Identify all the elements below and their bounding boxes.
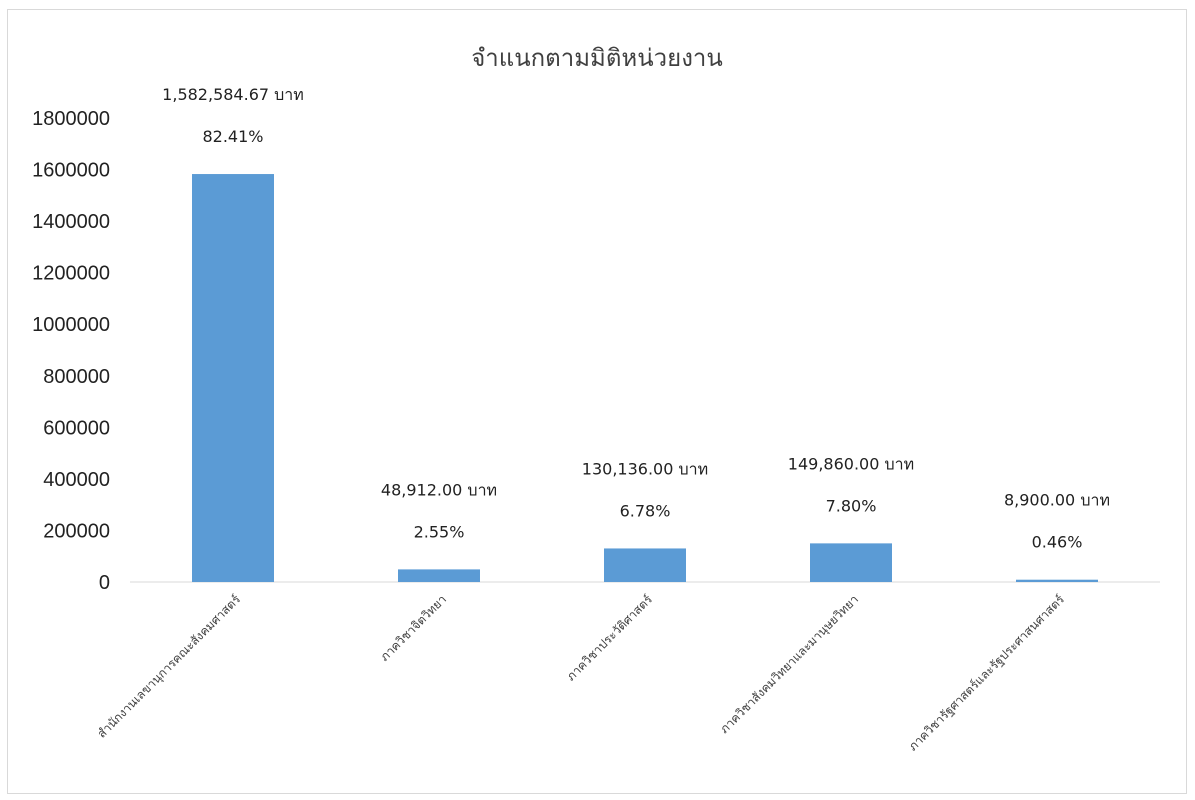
y-tick-label: 1800000 — [32, 108, 110, 130]
chart-title: จำแนกตามมิติหน่วยงาน — [471, 44, 723, 72]
y-tick-label: 1600000 — [32, 160, 110, 182]
y-tick-label: 1000000 — [32, 314, 110, 336]
data-label-amount: 1,582,584.67 บาท — [162, 85, 304, 104]
bar — [192, 174, 274, 582]
data-label-percent: 2.55% — [414, 522, 465, 541]
y-tick-label: 800000 — [43, 366, 110, 388]
bar — [398, 569, 480, 582]
data-label-amount: 130,136.00 บาท — [582, 459, 708, 478]
y-tick-label: 0 — [99, 572, 110, 594]
data-label-percent: 7.80% — [826, 496, 877, 515]
data-label-percent: 6.78% — [620, 501, 671, 520]
data-label-percent: 0.46% — [1032, 533, 1083, 552]
data-labels-group: 1,582,584.67 บาท 82.41% 48,912.00 บาท 2.55%… — [162, 85, 1110, 552]
data-label-percent: 82.41% — [202, 127, 263, 146]
bar — [810, 543, 892, 582]
data-label-amount: 149,860.00 บาท — [788, 454, 914, 473]
x-tick-label: ภาควิชารัฐศาสตร์และรัฐประศาสนศาสตร์ — [906, 592, 1068, 754]
bar — [1016, 579, 1098, 582]
x-tick-label: สำนักงานเลขานุการคณะสังคมศาสตร์ — [95, 592, 245, 742]
y-axis: 0 200000 400000 600000 800000 1000000 1200000 1… — [32, 108, 110, 594]
y-tick-label: 400000 — [43, 469, 110, 491]
y-tick-label: 600000 — [43, 417, 110, 439]
data-label-amount: 8,900.00 บาท — [1004, 491, 1110, 510]
bar — [604, 548, 686, 582]
x-axis: สำนักงานเลขานุการคณะสังคมศาสตร์ ภาควิชาจิ… — [95, 592, 1068, 754]
y-tick-label: 1200000 — [32, 263, 110, 285]
x-tick-label: ภาควิชาประวัติศาสตร์ — [564, 592, 656, 684]
data-label-amount: 48,912.00 บาท — [381, 480, 497, 499]
y-tick-label: 1400000 — [32, 211, 110, 233]
x-tick-label: ภาควิชาจิตวิทยา — [377, 592, 449, 664]
x-tick-label: ภาควิชาสังคมวิทยาและมานุษยวิทยา — [717, 592, 862, 737]
bars-group — [192, 174, 1098, 582]
y-tick-label: 200000 — [43, 520, 110, 542]
